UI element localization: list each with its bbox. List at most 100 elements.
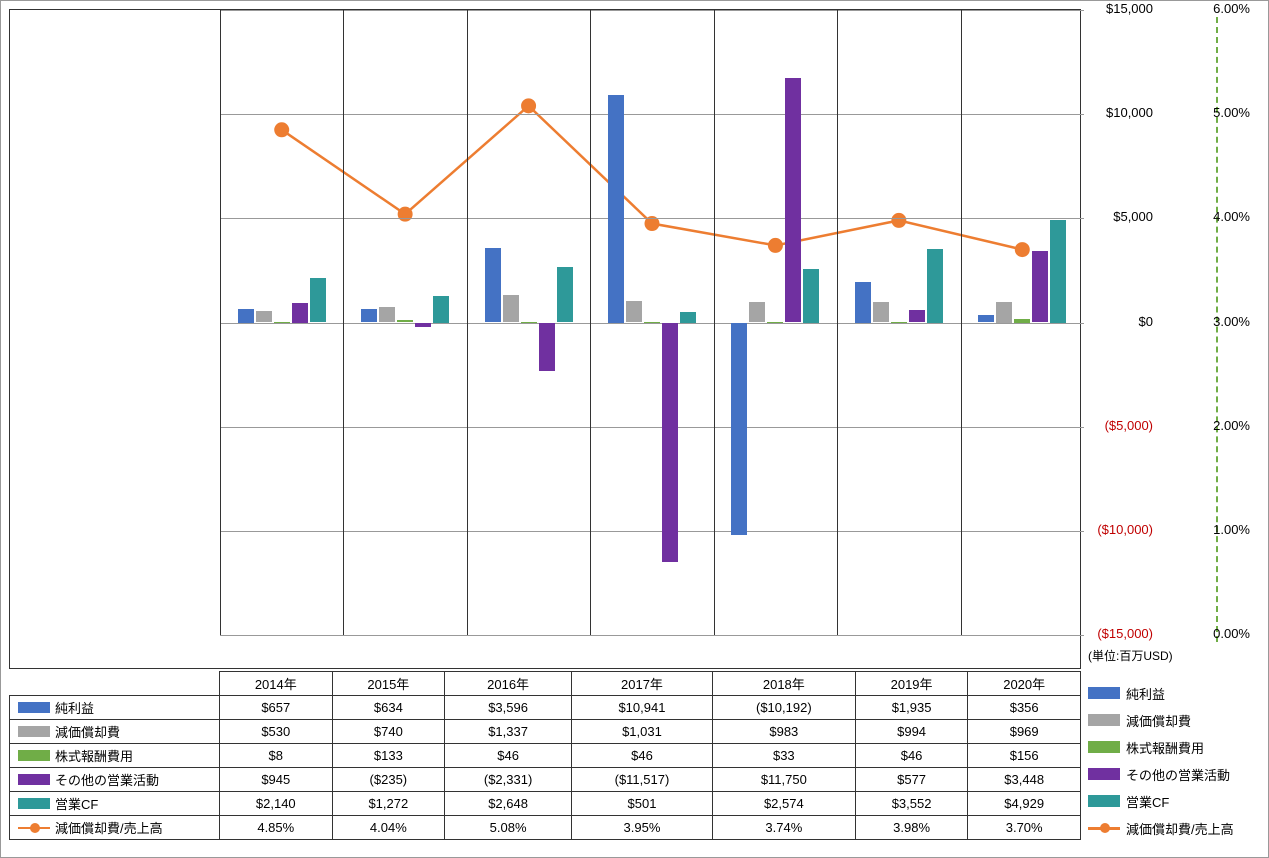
table-cell: $4,929 xyxy=(968,792,1081,816)
y1-tick-label: ($10,000) xyxy=(1088,522,1153,537)
table-cell: ($2,331) xyxy=(445,768,572,792)
row-header: 減価償却費/売上高 xyxy=(10,816,220,840)
row-line-swatch xyxy=(18,821,50,835)
data-table: 2014年2015年2016年2017年2018年2019年2020年純利益 $6… xyxy=(9,671,1081,840)
table-cell: 3.95% xyxy=(572,816,713,840)
row-label: 営業CF xyxy=(55,794,98,813)
table-cell: $3,596 xyxy=(445,696,572,720)
table-cell: $1,272 xyxy=(332,792,445,816)
right-legend: 純利益減価償却費株式報酬費用その他の営業活動営業CF減価償却費/売上高 xyxy=(1088,681,1263,843)
bar-op_cf xyxy=(927,249,943,323)
y1-tick-label: ($15,000) xyxy=(1088,626,1153,641)
y2-tick-label: 0.00% xyxy=(1200,626,1250,641)
year-header: 2016年 xyxy=(445,672,572,696)
bar-net_income xyxy=(485,248,501,323)
table-header-row: 2014年2015年2016年2017年2018年2019年2020年 xyxy=(10,672,1081,696)
bar-op_cf xyxy=(433,296,449,323)
chart-plot-area xyxy=(9,9,1081,669)
y2-tick-label: 2.00% xyxy=(1200,418,1250,433)
bar-net_income xyxy=(238,309,254,323)
bar-net_income xyxy=(361,309,377,322)
unit-label: (単位:百万USD) xyxy=(1088,647,1173,664)
bar-net_income xyxy=(731,323,747,535)
y2-tick-label: 3.00% xyxy=(1200,314,1250,329)
y2-tick-label: 5.00% xyxy=(1200,105,1250,120)
bar-depreciation xyxy=(749,302,765,322)
bar-depreciation xyxy=(256,311,272,322)
table-corner xyxy=(10,672,220,696)
table-cell: $3,552 xyxy=(855,792,968,816)
y1-tick-label: $5,000 xyxy=(1088,209,1153,224)
table-cell: $46 xyxy=(855,744,968,768)
table-cell: $10,941 xyxy=(572,696,713,720)
year-header: 2014年 xyxy=(220,672,333,696)
bar-stock_comp xyxy=(767,322,783,323)
table-cell: $634 xyxy=(332,696,445,720)
y1-tick-label: $15,000 xyxy=(1088,1,1153,16)
table-cell: $356 xyxy=(968,696,1081,720)
bar-net_income xyxy=(855,282,871,322)
table-cell: $2,574 xyxy=(712,792,855,816)
bar-other_ops xyxy=(662,323,678,563)
row-label: 株式報酬費用 xyxy=(55,746,133,765)
legend-swatch xyxy=(1088,768,1120,780)
table-cell: $994 xyxy=(855,720,968,744)
table-cell: $2,648 xyxy=(445,792,572,816)
legend-label: その他の営業活動 xyxy=(1126,765,1230,784)
y1-tick-label: $0 xyxy=(1088,314,1153,329)
legend-swatch xyxy=(1088,741,1120,753)
year-column xyxy=(343,10,466,635)
table-cell: $2,140 xyxy=(220,792,333,816)
bar-op_cf xyxy=(803,269,819,323)
row-swatch xyxy=(18,774,50,785)
row-swatch xyxy=(18,726,50,737)
table-cell: ($10,192) xyxy=(712,696,855,720)
table-cell: $8 xyxy=(220,744,333,768)
table-cell: $3,448 xyxy=(968,768,1081,792)
legend-label: 純利益 xyxy=(1126,684,1165,703)
y2-tick-label: 4.00% xyxy=(1200,209,1250,224)
grid-line xyxy=(220,635,1084,636)
y2-tick-label: 1.00% xyxy=(1200,522,1250,537)
table-cell: $46 xyxy=(445,744,572,768)
legend-item: その他の営業活動 xyxy=(1088,762,1263,786)
table-cell: $46 xyxy=(572,744,713,768)
table-row: その他の営業活動$945($235)($2,331)($11,517)$11,7… xyxy=(10,768,1081,792)
table-cell: 3.74% xyxy=(712,816,855,840)
year-header: 2018年 xyxy=(712,672,855,696)
table-row: 減価償却費$530$740$1,337$1,031$983$994$969 xyxy=(10,720,1081,744)
bar-net_income xyxy=(608,95,624,323)
bar-other_ops xyxy=(415,323,431,328)
y2-tick-label: 6.00% xyxy=(1200,1,1250,16)
legend-swatch xyxy=(1088,714,1120,726)
legend-item: 株式報酬費用 xyxy=(1088,735,1263,759)
year-header: 2017年 xyxy=(572,672,713,696)
row-header: 営業CF xyxy=(10,792,220,816)
table-cell: ($11,517) xyxy=(572,768,713,792)
legend-item: 減価償却費 xyxy=(1088,708,1263,732)
row-label: その他の営業活動 xyxy=(55,770,159,789)
bar-op_cf xyxy=(557,267,573,322)
bar-other_ops xyxy=(292,303,308,323)
chart-container: $15,000$10,000$5,000$0($5,000)($10,000)(… xyxy=(0,0,1269,858)
table-cell: $1,031 xyxy=(572,720,713,744)
bar-stock_comp xyxy=(274,322,290,323)
table-cell: $33 xyxy=(712,744,855,768)
table-cell: $501 xyxy=(572,792,713,816)
table-cell: $11,750 xyxy=(712,768,855,792)
table-cell: 4.85% xyxy=(220,816,333,840)
row-label: 純利益 xyxy=(55,698,94,717)
table-cell: $657 xyxy=(220,696,333,720)
y1-tick-label: ($5,000) xyxy=(1088,418,1153,433)
legend-swatch xyxy=(1088,687,1120,699)
table-row: 純利益$657$634$3,596$10,941($10,192)$1,935$… xyxy=(10,696,1081,720)
legend-item: 純利益 xyxy=(1088,681,1263,705)
row-header: 株式報酬費用 xyxy=(10,744,220,768)
bar-stock_comp xyxy=(644,322,660,323)
table-cell: $740 xyxy=(332,720,445,744)
table-cell: $945 xyxy=(220,768,333,792)
table-cell: $969 xyxy=(968,720,1081,744)
bar-depreciation xyxy=(626,301,642,322)
table-cell: $156 xyxy=(968,744,1081,768)
row-header: 減価償却費 xyxy=(10,720,220,744)
